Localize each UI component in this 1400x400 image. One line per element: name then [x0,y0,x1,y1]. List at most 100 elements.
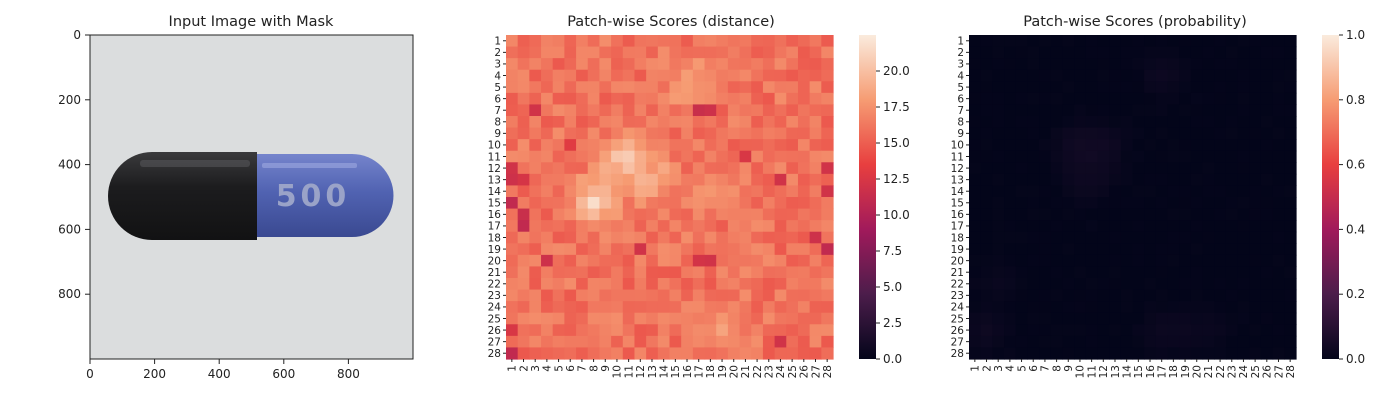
heatmap-cell [1225,58,1239,71]
heatmap-cell [599,81,612,94]
heatmap-cell [762,104,776,117]
heatmap-cell [1190,69,1204,82]
heatmap-cell [599,335,612,349]
heatmap-cell [1249,104,1262,117]
heatmap-cell [564,35,577,48]
heatmap-cell [809,301,822,314]
heatmap-cell [992,254,1005,268]
heatmap-cell [564,150,577,163]
heatmap-cell [1284,46,1297,59]
heatmap-cell [1144,69,1157,82]
heatmap-x-tick-label: 10 [1075,365,1087,378]
heatmap-cell [809,335,822,349]
heatmap-cell [797,324,811,337]
heatmap-cell [1004,35,1017,48]
heatmap-cell [1167,220,1180,233]
heatmap-cell [1237,69,1250,82]
heatmap-cell [506,162,519,175]
heatmap-cell [727,220,741,233]
heatmap-cell [786,139,799,152]
heatmap-cell [1144,35,1157,48]
heatmap-x-tick-label: 22 [752,365,764,378]
heatmap-cell [739,81,752,94]
heatmap-cell [1097,35,1110,48]
heatmap-cell [1202,312,1215,325]
heatmap-cell [762,347,776,360]
heatmap-cell [1272,312,1285,325]
heatmap-cell [1214,347,1227,360]
heatmap-cell [669,127,682,140]
heatmap-cell [1167,162,1180,175]
heatmap-cell [1225,231,1239,244]
heatmap-cell [552,162,565,175]
heatmap-cell [809,173,822,187]
heatmap-x-tick-label: 7 [1040,365,1052,372]
heatmap-cell [1284,92,1297,106]
heatmap-cell [1260,162,1274,175]
heatmap-cell [1260,278,1274,291]
heatmap-cell [751,347,764,360]
heatmap-cell [751,162,764,175]
heatmap-cell [506,254,519,268]
heatmap-cell [622,197,636,210]
heatmap-cell [634,243,647,256]
image-x-tick-label: 0 [86,367,94,381]
heatmap-cell [552,104,565,117]
heatmap-cell [1050,335,1064,349]
heatmap-cell [1167,69,1180,82]
heatmap-cell [1015,335,1028,349]
heatmap-cell [1085,324,1099,337]
heatmap-cell [797,81,811,94]
heatmap-cell [1015,197,1028,210]
heatmap-x-tick-label: 5 [553,365,565,372]
heatmap-cell [739,92,752,106]
heatmap-cell [809,104,822,117]
heatmap-cell [622,301,636,314]
heatmap-cell [541,266,554,279]
heatmap-cell [1144,335,1157,349]
heatmap-cell [1085,289,1099,302]
heatmap-cell [657,150,671,163]
heatmap-cell [576,69,589,82]
heatmap-cell [1179,173,1192,187]
heatmap-cell [646,81,659,94]
heatmap-cell [786,197,799,210]
heatmap-cell [552,58,565,71]
heatmap-x-tick-label: 28 [822,365,834,378]
heatmap-cell [1120,150,1134,163]
heatmap-cell [506,81,519,94]
heatmap-cell [1085,278,1099,291]
heatmap-cell [576,104,589,117]
heatmap-cell [1109,35,1122,48]
heatmap-cell [1202,46,1215,59]
heatmap-cell [1097,220,1110,233]
heatmap-cell [517,116,530,129]
heatmap-cell [541,301,554,314]
heatmap-cell [809,347,822,360]
heatmap-cell [762,116,776,129]
heatmap-cell [1179,116,1192,129]
heatmap-cell [1214,185,1227,198]
colorbar-tick-label: 12.5 [883,172,910,186]
heatmap-cell [797,335,811,349]
heatmap-cell [1062,104,1075,117]
heatmap-cell [1179,150,1192,163]
heatmap-cell [992,208,1005,221]
heatmap-cell [1039,220,1052,233]
heatmap-cell [1225,301,1239,314]
heatmap-x-tick-label: 26 [799,365,811,379]
heatmap-cell [821,58,834,71]
heatmap-cell [1155,266,1169,279]
heatmap-cell [821,347,834,360]
heatmap-cell [657,208,671,221]
heatmap-cell [1144,81,1157,94]
heatmap-cell [969,266,982,279]
heatmap-cell [809,185,822,198]
heatmap-cell [576,254,589,268]
heatmap-cell [517,139,530,152]
heatmap-cell [634,231,647,244]
heatmap-cell [704,104,717,117]
heatmap-cell [1120,312,1134,325]
heatmap-cell [1155,254,1169,268]
heatmap-cell [1004,254,1017,268]
